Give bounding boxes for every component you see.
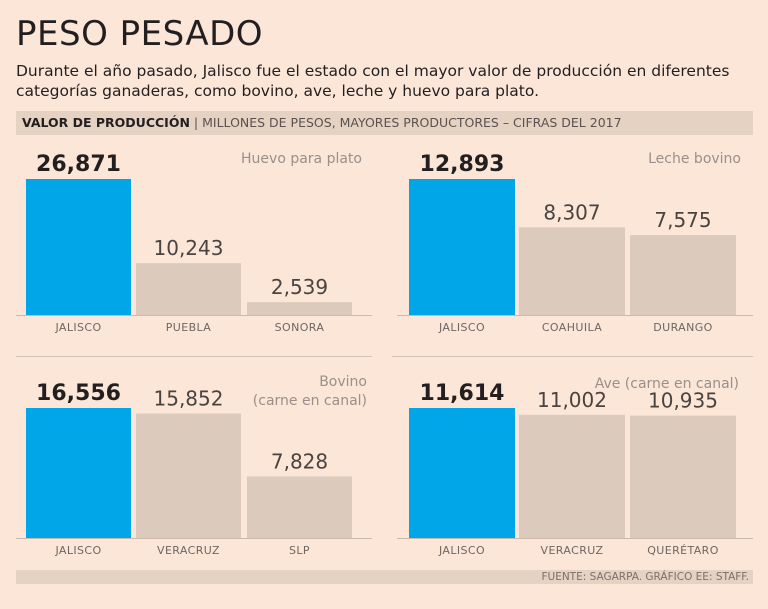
bar-veracruz [136,413,241,538]
data-label: 16,556 [36,381,121,406]
category-label: DURANGO [653,321,712,334]
chart-title-line: Leche bovino [648,151,741,167]
chart-title-line: (carne en canal) [252,393,367,409]
chart-title-line: Bovino [319,374,367,390]
bar-chart-svg: 11,614 JALISCO 11,002 VERACRUZ 10,935 QUERÉTA… [397,381,753,557]
category-label: JALISCO [438,544,485,557]
horizontal-divider-right [392,356,753,357]
source-footer: FUENTE: SAGARPA. GRÁFICO EE: STAFF. [16,570,753,584]
data-label: 12,893 [420,152,505,177]
chart-panel-leche: Leche bovino 12,893 JALISCO 8,307 COAHUILA 7… [397,138,753,348]
bar-chart-svg: 12,893 JALISCO 8,307 COAHUILA 7,575 DURANGO [397,152,753,334]
data-label: 11,614 [420,381,505,406]
data-label: 15,852 [154,387,224,411]
chart-title-line: Ave (carne en canal) [594,376,739,392]
chart-title: Bovino (carne en canal) [253,373,367,411]
category-label: JALISCO [54,544,101,557]
category-label: COAHUILA [542,321,602,334]
data-label: 7,828 [271,450,328,474]
chart-title: Leche bovino [648,150,741,169]
category-label: JALISCO [54,321,101,334]
bar-coahuila [519,227,625,315]
horizontal-divider-left [16,356,372,357]
chart-title: Ave (carne en canal) [595,375,739,394]
data-label: 10,935 [648,389,718,413]
bar-querétaro [630,415,736,538]
bar-slp [247,476,352,538]
data-label: 2,539 [271,275,328,299]
chart-banner: VALOR DE PRODUCCIÓN | MILLONES DE PESOS,… [16,111,753,135]
category-label: PUEBLA [166,321,212,334]
bar-chart-svg: 16,556 JALISCO 15,852 VERACRUZ 7,828 SLP [16,381,372,557]
page-title: PESO PESADO [16,14,264,54]
category-label: VERACRUZ [541,544,604,557]
data-label: 8,307 [543,200,600,224]
data-label: 11,002 [537,388,607,412]
chart-title: Huevo para plato [241,150,362,169]
bar-jalisco [409,179,515,315]
bar-sonora [247,302,352,315]
data-label: 26,871 [36,152,121,177]
bar-durango [630,235,736,315]
banner-description: MILLONES DE PESOS, MAYORES PRODUCTORES –… [202,115,622,130]
category-label: QUERÉTARO [647,544,719,557]
data-label: 10,243 [154,236,224,260]
banner-separator: | [193,115,199,130]
bar-jalisco [26,179,131,315]
chart-title-line: Huevo para plato [241,151,362,167]
chart-panel-bovino: Bovino (carne en canal) 16,556 JALISCO 15,… [16,360,372,565]
bar-veracruz [519,414,625,538]
category-label: JALISCO [438,321,485,334]
category-label: SLP [289,544,310,557]
page-subtitle: Durante el año pasado, Jalisco fue el es… [16,62,730,100]
banner-title: VALOR DE PRODUCCIÓN [22,115,190,130]
category-label: SONORA [275,321,325,334]
category-label: VERACRUZ [157,544,220,557]
chart-panel-ave: Ave (carne en canal) 11,614 JALISCO 11,002… [397,360,753,565]
bar-jalisco [26,408,131,538]
chart-panel-huevo: Huevo para plato 26,871 JALISCO 10,243 PUEB… [16,138,372,348]
bar-jalisco [409,408,515,538]
bar-puebla [136,263,241,315]
data-label: 7,575 [654,208,711,232]
bar-chart-svg: 26,871 JALISCO 10,243 PUEBLA 2,539 SONORA [16,152,372,334]
